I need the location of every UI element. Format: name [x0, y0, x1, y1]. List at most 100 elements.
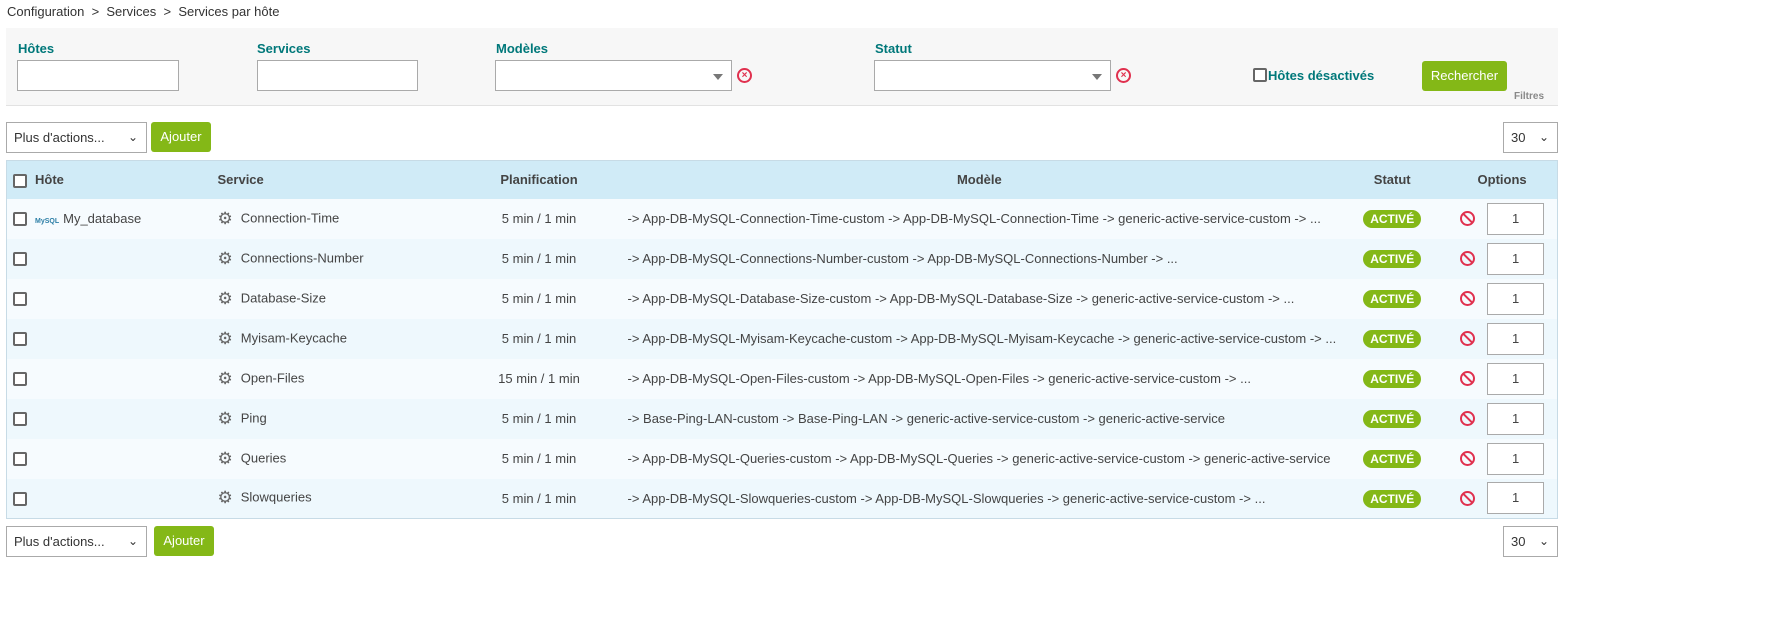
duplicate-count-input[interactable]: 1 — [1487, 362, 1545, 395]
duplicate-count-input[interactable]: 1 — [1487, 282, 1545, 315]
host-cell — [6, 238, 217, 279]
more-actions-select-top[interactable]: Plus d'actions... ⌄ — [6, 122, 147, 153]
breadcrumb-services[interactable]: Services — [106, 4, 157, 19]
duplicate-count-input[interactable]: 1 — [1487, 202, 1545, 235]
row-checkbox[interactable] — [13, 492, 27, 507]
add-button-bottom[interactable]: Ajouter — [154, 526, 214, 556]
schedule-cell: 15 min / 1 min — [456, 358, 622, 399]
template-cell: -> App-DB-MySQL-Connections-Number-custo… — [621, 238, 1338, 279]
status-cell: ACTIVÉ — [1337, 438, 1448, 479]
table-header: Hôte Service Planification Modèle Statut… — [6, 160, 1558, 199]
breadcrumb-sep: > — [163, 4, 172, 19]
template-cell: -> App-DB-MySQL-Database-Size-custom -> … — [621, 278, 1338, 319]
disable-icon[interactable] — [1460, 331, 1476, 346]
table-row: ⚙ Open-Files 15 min / 1 min -> App-DB-MyS… — [6, 358, 1558, 399]
filters-panel: Hôtes Services Modèles × Statut × Hôtes … — [6, 28, 1558, 106]
services-input[interactable] — [257, 60, 418, 91]
service-cell: ⚙ Slowqueries — [216, 478, 457, 519]
page-size-value: 30 — [1511, 130, 1526, 145]
duplicate-count-input[interactable]: 1 — [1487, 482, 1545, 515]
service-link[interactable]: Myisam-Keycache — [240, 329, 347, 345]
table-row: MySQL My_database ⚙ Connection-Time 5 min … — [6, 198, 1558, 239]
row-checkbox[interactable] — [13, 212, 27, 227]
template-cell: -> App-DB-MySQL-Myisam-Keycache-custom -… — [621, 318, 1338, 359]
service-link[interactable]: Ping — [240, 409, 267, 425]
host-cell — [6, 278, 217, 319]
row-checkbox[interactable] — [13, 412, 27, 427]
host-cell — [6, 478, 217, 519]
gear-icon: ⚙ — [217, 208, 233, 228]
disable-icon[interactable] — [1460, 411, 1476, 426]
breadcrumb-sep: > — [91, 4, 100, 19]
service-link[interactable]: Connections-Number — [240, 249, 364, 265]
add-button-top[interactable]: Ajouter — [151, 122, 211, 152]
status-label: Statut — [875, 41, 912, 56]
status-select[interactable] — [874, 60, 1111, 91]
gear-icon: ⚙ — [217, 368, 233, 388]
row-checkbox[interactable] — [13, 372, 27, 387]
duplicate-count-input[interactable]: 1 — [1487, 322, 1545, 355]
disable-icon[interactable] — [1460, 371, 1476, 386]
disable-icon[interactable] — [1460, 251, 1476, 266]
clear-status-icon[interactable]: × — [1116, 68, 1131, 83]
template-cell: -> App-DB-MySQL-Connection-Time-custom -… — [621, 198, 1338, 239]
service-link[interactable]: Queries — [240, 449, 287, 465]
service-cell: ⚙ Ping — [216, 398, 457, 439]
page-size-select-bottom[interactable]: 30 ⌄ — [1503, 526, 1558, 557]
host-cell — [6, 398, 217, 439]
chevron-down-icon: ⌄ — [1538, 130, 1549, 144]
more-actions-value: Plus d'actions... — [14, 534, 105, 549]
service-link[interactable]: Connection-Time — [240, 209, 340, 225]
page-size-select-top[interactable]: 30 ⌄ — [1503, 122, 1558, 153]
search-button[interactable]: Rechercher — [1422, 61, 1507, 91]
row-checkbox[interactable] — [13, 332, 27, 347]
table-row: ⚙ Queries 5 min / 1 min -> App-DB-MySQL-Q… — [6, 438, 1558, 479]
disabled-hosts-checkbox[interactable] — [1253, 68, 1267, 82]
services-table: Hôte Service Planification Modèle Statut… — [6, 160, 1558, 519]
status-cell: ACTIVÉ — [1337, 478, 1448, 519]
row-checkbox[interactable] — [13, 252, 27, 267]
status-badge: ACTIVÉ — [1363, 370, 1422, 388]
service-cell: ⚙ Connections-Number — [216, 238, 457, 279]
templates-select[interactable] — [495, 60, 732, 91]
service-link[interactable]: Open-Files — [240, 369, 305, 385]
status-cell: ACTIVÉ — [1337, 278, 1448, 319]
status-cell: ACTIVÉ — [1337, 398, 1448, 439]
gear-icon: ⚙ — [217, 448, 233, 468]
options-cell: 1 — [1447, 398, 1558, 439]
disabled-hosts-label: Hôtes désactivés — [1268, 68, 1375, 83]
disable-icon[interactable] — [1460, 490, 1476, 506]
duplicate-count-input[interactable]: 1 — [1487, 402, 1545, 435]
service-cell: ⚙ Queries — [216, 438, 457, 479]
mysql-logo-icon: MySQL — [35, 217, 60, 225]
row-checkbox[interactable] — [13, 452, 27, 467]
clear-templates-icon[interactable]: × — [737, 68, 752, 83]
service-link[interactable]: Database-Size — [240, 289, 327, 305]
status-cell: ACTIVÉ — [1337, 318, 1448, 359]
duplicate-count-input[interactable]: 1 — [1487, 442, 1545, 475]
breadcrumb-current[interactable]: Services par hôte — [178, 4, 280, 19]
breadcrumb-configuration[interactable]: Configuration — [7, 4, 85, 19]
template-cell: -> Base-Ping-LAN-custom -> Base-Ping-LAN… — [621, 398, 1338, 439]
more-actions-select-bottom[interactable]: Plus d'actions... ⌄ — [6, 526, 147, 557]
hosts-input[interactable] — [17, 60, 179, 91]
schedule-cell: 5 min / 1 min — [456, 278, 622, 319]
disable-icon[interactable] — [1460, 451, 1476, 466]
filters-section-label: Filtres — [1514, 91, 1545, 102]
select-all-checkbox[interactable] — [13, 173, 27, 188]
gear-icon: ⚙ — [217, 328, 233, 348]
schedule-cell: 5 min / 1 min — [456, 198, 622, 239]
template-cell: -> App-DB-MySQL-Open-Files-custom -> App… — [621, 358, 1338, 399]
host-link[interactable]: My_database — [63, 210, 142, 226]
disable-icon[interactable] — [1460, 211, 1476, 226]
status-badge: ACTIVÉ — [1363, 489, 1422, 508]
service-link[interactable]: Slowqueries — [240, 489, 312, 505]
status-badge: ACTIVÉ — [1363, 210, 1422, 228]
status-badge: ACTIVÉ — [1363, 330, 1422, 348]
disable-icon[interactable] — [1460, 291, 1476, 306]
chevron-down-icon: ⌄ — [1538, 534, 1549, 548]
duplicate-count-input[interactable]: 1 — [1487, 242, 1545, 275]
status-badge: ACTIVÉ — [1363, 410, 1422, 428]
status-header: Statut — [1337, 160, 1448, 199]
row-checkbox[interactable] — [13, 292, 27, 307]
